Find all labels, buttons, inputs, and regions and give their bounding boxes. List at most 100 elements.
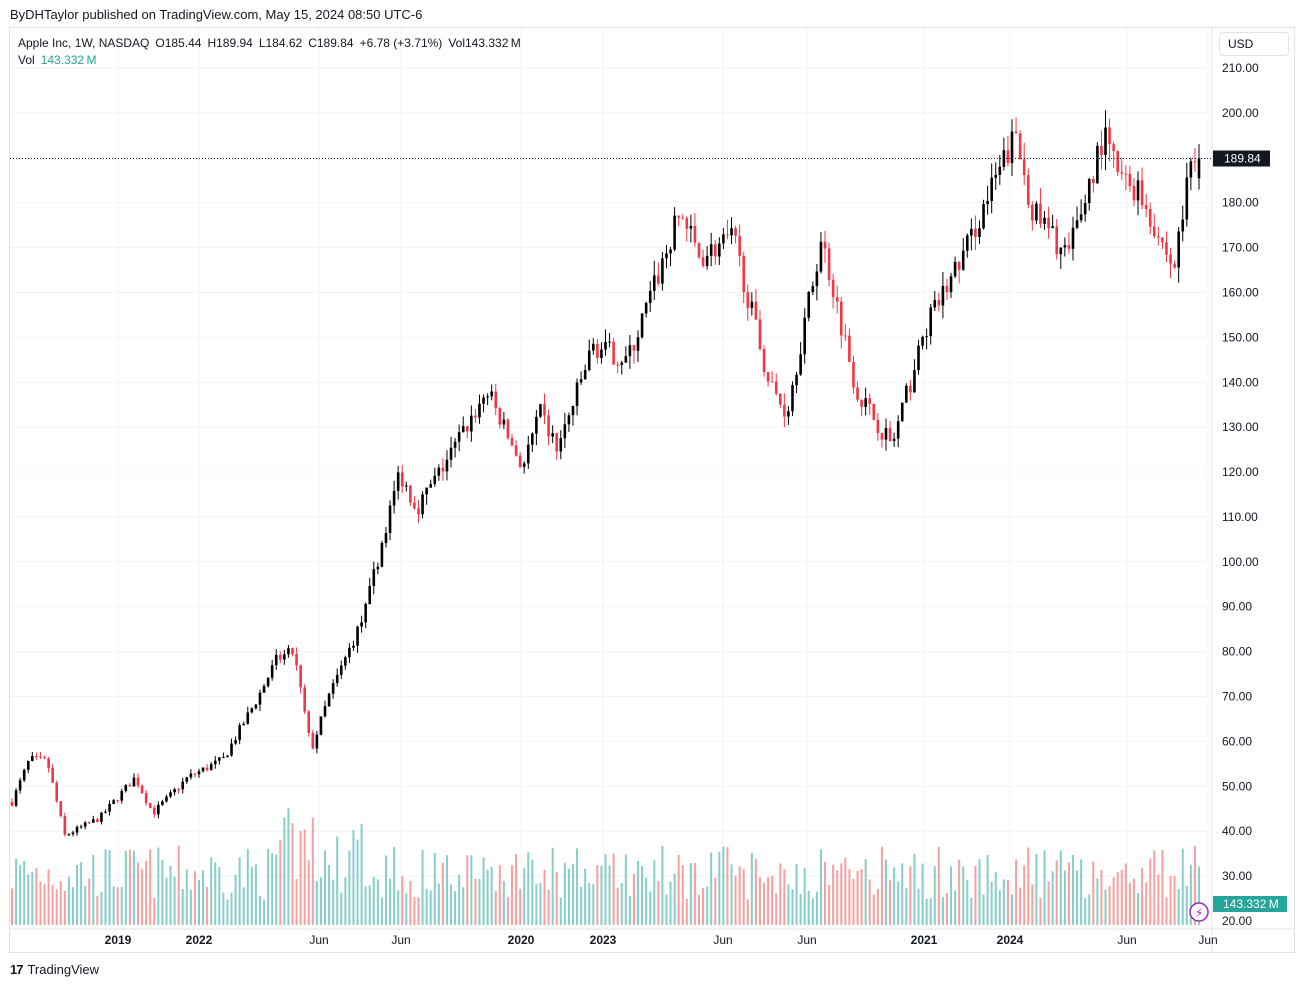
candle-body [856,387,859,400]
volume-label[interactable]: Vol [18,53,35,67]
volume-bar [324,850,327,925]
volume-bar [714,877,717,925]
volume-bar [250,866,253,925]
candle-body [79,826,83,828]
candle-body [116,800,119,802]
candle-body [673,215,676,250]
volume-bar [360,823,363,925]
currency-button[interactable]: USD [1219,32,1289,56]
candle-body [461,426,465,433]
tradingview-logo[interactable]: 17 TradingView [10,962,99,977]
volume-bar [462,887,465,925]
candle-body [579,379,583,383]
volume-bar [332,879,335,925]
volume-bar [104,849,107,925]
volume-bar [295,879,298,925]
volume-bar [214,862,217,925]
candle-body [754,301,758,320]
candle-body [295,653,298,666]
volume-bar [287,808,290,925]
candle-body [486,396,489,398]
candle-body [1140,180,1144,205]
volume-bar [738,866,741,925]
candle-body [1014,131,1018,134]
legend-symbol[interactable]: Apple Inc, 1W, NASDAQ [18,36,150,50]
candle-body [555,433,559,452]
price-axis[interactable]: 210.00200.00190.00180.00170.00160.00150.… [1211,28,1259,952]
volume-bar [59,881,62,925]
volume-bar [523,868,526,925]
y-tick-label: 70.00 [1222,690,1252,704]
candle-body [339,665,343,675]
candle-body [750,301,754,308]
candle-body [1026,175,1030,205]
candle-body [348,647,351,658]
candle-body [388,505,392,534]
candle-body [100,812,103,822]
candle-body [449,447,453,460]
y-tick-label: 210.00 [1222,61,1259,75]
x-tick-label: Jun [309,933,328,947]
candle-body [514,445,518,456]
volume-bar [511,865,514,925]
candle-body [730,228,733,236]
candle-body [1104,127,1107,156]
volume-bar [1181,848,1184,925]
volume-bar [494,891,497,925]
candle-body [124,785,128,791]
candle-body [35,756,38,758]
candle-body [770,381,774,383]
volume-bar [1096,878,1099,925]
candle-body [526,444,530,464]
volume-bar [893,867,896,925]
lightning-icon[interactable] [1189,902,1209,922]
candle-body [108,804,111,812]
candle-body [474,415,477,418]
y-tick-label: 60.00 [1222,734,1252,748]
candle-body [896,421,900,439]
candle-body [392,490,396,506]
volume-bar [649,891,652,925]
candle-body [539,404,542,417]
volume-bar [1177,888,1180,925]
volume-bar [226,899,229,925]
candle-body [681,217,685,219]
time-axis[interactable]: 2019 Jun 2020 Jun 2021 Jun 2022 Jun 2023 Jun 2024 J… [10,928,1294,947]
candle-body [104,811,107,813]
volume-bar [1137,892,1140,925]
candle-body [709,244,713,256]
candle-body [510,438,514,446]
candle-body [839,301,843,336]
candle-body [888,428,892,441]
candle-body [1120,172,1124,174]
volume-bar [1055,860,1058,925]
candle-body [823,241,827,249]
volume-bar [141,868,144,925]
candle-body [1152,226,1156,237]
legend: Apple Inc, 1W, NASDAQ O185.44 H189.94 L1… [18,35,527,69]
grid-lines [10,28,1211,928]
candle-body [1100,145,1103,156]
candle-body [413,502,416,509]
candle-body [478,403,481,418]
candle-body [811,286,815,292]
x-tick-label: 2021 [911,933,938,947]
candle-body [677,215,680,218]
volume-bar [864,859,867,925]
y-tick-label: 110.00 [1222,510,1258,524]
y-tick-label: 50.00 [1222,779,1252,793]
volume-bar [929,898,932,925]
x-tick-label: Jun [713,933,732,947]
candle-body [738,235,741,256]
candle-body [270,665,274,678]
volume-bar [189,889,192,925]
candle-body [18,780,22,791]
candle-body [722,234,725,244]
candle-body [571,405,575,416]
candle-body [425,487,428,495]
candle-body [941,285,945,306]
candle-body [205,767,209,771]
candle-body [758,319,762,350]
volume-bar [734,875,737,925]
